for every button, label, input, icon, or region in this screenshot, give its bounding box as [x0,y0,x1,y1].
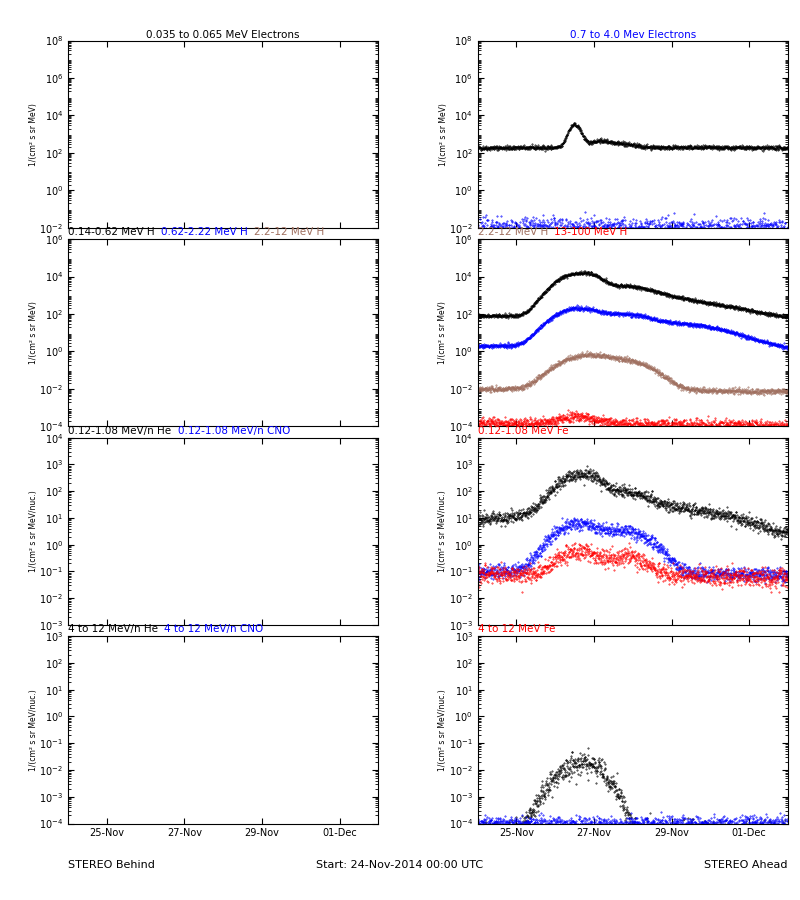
Y-axis label: 1/(cm² s sr MeV): 1/(cm² s sr MeV) [438,103,448,166]
Y-axis label: 1/(cm² s sr MeV/nuc.): 1/(cm² s sr MeV/nuc.) [29,689,38,770]
Y-axis label: 1/(cm² s sr MeV): 1/(cm² s sr MeV) [29,302,38,364]
Text: 0.12-1.08 MeV Fe: 0.12-1.08 MeV Fe [478,426,568,436]
Y-axis label: 1/(cm² s sr MeV/nuc.): 1/(cm² s sr MeV/nuc.) [438,689,447,770]
Title: 0.035 to 0.065 MeV Electrons: 0.035 to 0.065 MeV Electrons [146,30,300,40]
Text: STEREO Behind: STEREO Behind [68,860,155,869]
Text: 13-100 MeV H: 13-100 MeV H [554,227,628,238]
Text: 0.62-2.22 MeV H: 0.62-2.22 MeV H [161,227,254,238]
Y-axis label: 1/(cm² s sr MeV): 1/(cm² s sr MeV) [29,103,38,166]
Text: STEREO Ahead: STEREO Ahead [705,860,788,869]
Text: 2.2-12 MeV H: 2.2-12 MeV H [254,227,325,238]
Y-axis label: 1/(cm² s sr MeV): 1/(cm² s sr MeV) [438,302,447,364]
Text: 0.12-1.08 MeV/n CNO: 0.12-1.08 MeV/n CNO [178,426,290,436]
Text: 0.12-1.08 MeV/n He: 0.12-1.08 MeV/n He [68,426,178,436]
Text: 4 to 12 MeV/n CNO: 4 to 12 MeV/n CNO [165,625,264,634]
Text: 4 to 12 MeV Fe: 4 to 12 MeV Fe [478,625,555,634]
Y-axis label: 1/(cm² s sr MeV/nuc.): 1/(cm² s sr MeV/nuc.) [438,491,447,572]
Y-axis label: 1/(cm² s sr MeV/nuc.): 1/(cm² s sr MeV/nuc.) [29,491,38,572]
Text: Start: 24-Nov-2014 00:00 UTC: Start: 24-Nov-2014 00:00 UTC [317,860,483,869]
Text: 2.2-12 MeV H: 2.2-12 MeV H [478,227,554,238]
Text: 4 to 12 MeV/n He: 4 to 12 MeV/n He [68,625,165,634]
Text: 0.14-0.62 MeV H: 0.14-0.62 MeV H [68,227,161,238]
Title: 0.7 to 4.0 Mev Electrons: 0.7 to 4.0 Mev Electrons [570,30,696,40]
